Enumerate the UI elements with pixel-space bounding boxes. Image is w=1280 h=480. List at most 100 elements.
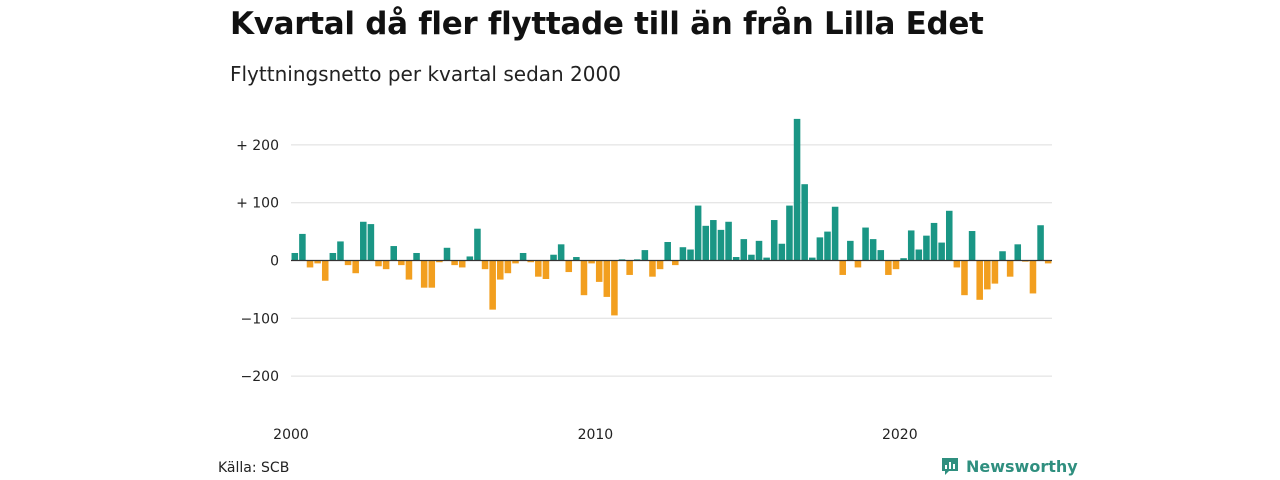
bar [976,260,983,300]
bar [306,260,314,268]
bar [968,231,976,261]
bar [755,240,763,261]
bar [1014,244,1022,261]
bar [869,239,877,261]
bar [664,242,671,261]
bar [961,260,968,296]
y-tick-label: 0 [270,254,279,270]
bar [938,242,945,261]
bars [291,118,1052,316]
bar [580,260,588,296]
x-tick-label: 2020 [882,427,918,443]
bar [847,240,854,261]
bar [907,230,915,261]
bar [481,260,489,270]
source-label: Källa: SCB [218,460,290,476]
bar [999,251,1006,261]
bar [694,205,702,261]
gridlines [291,144,1052,377]
bar [443,247,451,261]
y-axis-ticks: + 200 + 100 0 −100 −200 [236,138,279,385]
bar [732,257,740,261]
bar [725,221,732,261]
bar [626,260,633,275]
bar [854,260,862,268]
bar [420,260,428,288]
bar [1029,260,1037,294]
bar [527,260,534,263]
bar [687,249,694,261]
bar [816,237,824,261]
bar [923,235,930,261]
bar [831,206,839,261]
bar [877,250,885,261]
bar [390,246,397,261]
bar [398,260,405,266]
bar [656,260,664,270]
bar [1006,260,1014,277]
bar [611,260,618,316]
bar [588,260,595,264]
bar [679,247,687,261]
bar [458,260,466,268]
bar [763,257,770,261]
bar [337,241,344,261]
bar [710,220,717,261]
bar [930,222,938,261]
x-tick-label: 2000 [273,427,309,443]
chart-title: Kvartal då fler flyttade till än från Li… [230,6,984,42]
bar [329,252,337,261]
bar [542,260,550,279]
bar [504,260,512,274]
brand-logo: Newsworthy [940,456,1078,476]
bar [649,260,656,277]
bar [672,260,679,266]
bar [786,205,793,261]
bar [314,260,321,264]
bar [466,256,474,261]
bar [565,260,573,273]
bar [603,260,611,297]
bar [550,254,557,261]
bar [641,250,649,261]
bar [793,118,801,261]
y-tick-label: −200 [241,369,279,385]
bar [512,260,519,264]
bar [991,260,999,284]
bar [535,260,542,277]
bar [321,260,329,281]
bar [299,233,306,261]
bar [595,260,603,282]
bar [557,244,565,261]
brand-name: Newsworthy [966,456,1078,476]
bar [953,260,961,268]
x-tick-label: 2010 [578,427,614,443]
bar [945,210,953,261]
bar [413,252,420,261]
bar [519,252,527,261]
bar [428,260,436,288]
y-tick-label: −100 [241,311,279,327]
bar [801,184,808,261]
bar [770,220,778,261]
bar [900,258,907,261]
newsworthy-logo-icon [942,458,958,475]
bar [573,257,580,261]
bar [375,260,382,267]
bar [809,257,816,261]
bar [984,260,991,290]
bar [915,249,923,261]
bar [824,231,831,261]
bar [489,260,496,310]
bar [291,252,299,261]
bar [497,260,504,280]
bar [885,260,892,275]
bar [344,260,352,266]
bar [892,260,900,270]
bar [778,243,786,261]
bar [451,260,458,266]
bar [436,260,443,263]
bar [382,260,390,270]
bar [474,228,481,261]
